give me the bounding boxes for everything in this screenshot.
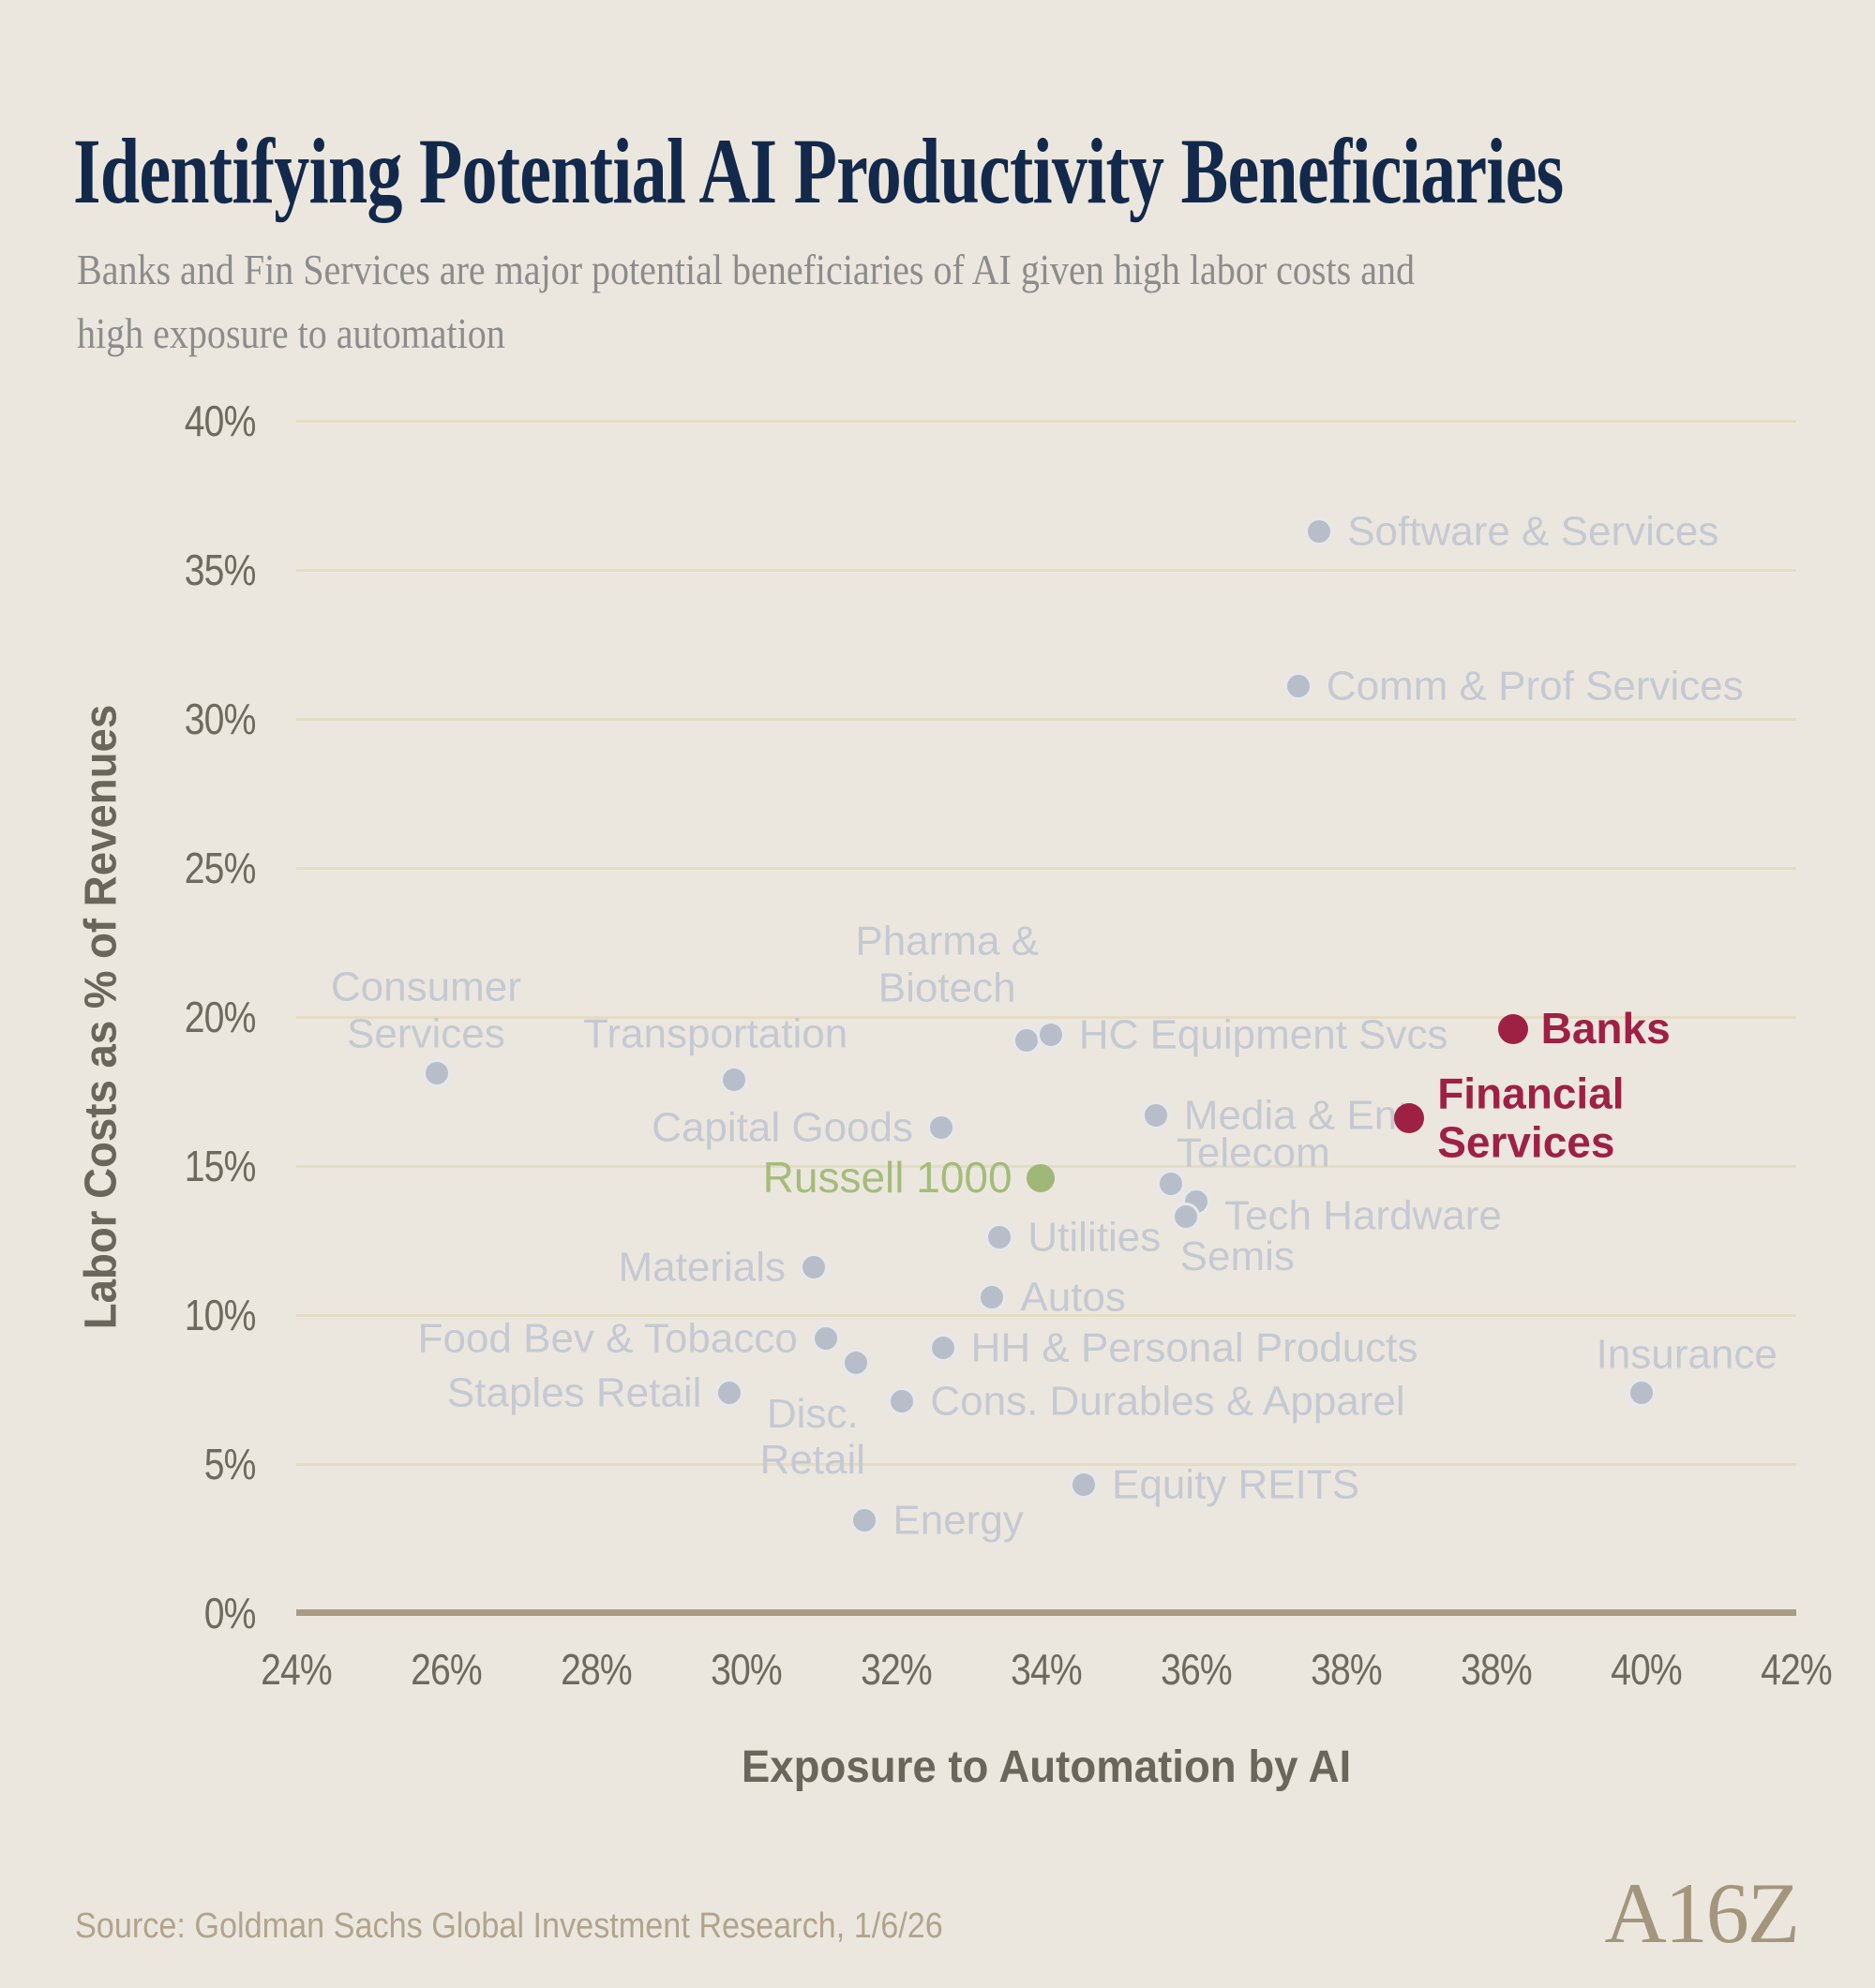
- point-label-hh-personal-products: HH & Personal Products: [970, 1324, 1418, 1371]
- y-tick-35: 35%: [184, 546, 257, 594]
- point-label-telecom: Telecom: [1176, 1129, 1330, 1176]
- point-label-russell-1000: Russell 1000: [762, 1152, 1012, 1202]
- data-point-autos: [978, 1282, 1007, 1311]
- point-label-comm-prof-services: Comm & Prof Services: [1326, 663, 1744, 710]
- point-label-energy: Energy: [892, 1497, 1024, 1544]
- data-point-insurance: [1628, 1378, 1657, 1407]
- gridline-0: [296, 1609, 1796, 1616]
- gridline-35: [296, 568, 1796, 572]
- x-tick-3-30: 30%: [711, 1645, 783, 1694]
- data-point-semis: [1171, 1203, 1200, 1232]
- data-point-comm-prof-services: [1283, 672, 1312, 701]
- point-label-materials: Materials: [618, 1244, 787, 1291]
- data-point-hh-personal-products: [928, 1333, 957, 1362]
- chart-title: Identifying Potential AI Productivity Be…: [73, 119, 1564, 223]
- gridline-10: [296, 1313, 1796, 1317]
- y-tick-20: 20%: [184, 993, 257, 1041]
- scatter-plot-area: Software & Services Comm & Prof Services C…: [296, 419, 1796, 1616]
- data-point-financial-services: [1394, 1103, 1425, 1134]
- x-tick-6-36: 36%: [1161, 1645, 1233, 1694]
- data-point-materials: [800, 1253, 828, 1282]
- x-tick-4-32: 32%: [861, 1645, 933, 1694]
- point-label-staples-retail: Staples Retail: [446, 1369, 702, 1416]
- data-point-food-bev-tobacco: [811, 1324, 840, 1353]
- y-tick-15: 15%: [184, 1142, 257, 1190]
- x-tick-0-24: 24%: [261, 1645, 333, 1694]
- x-tick-8-38: 38%: [1461, 1645, 1533, 1694]
- data-point-disc-retail: [841, 1348, 870, 1377]
- point-label-disc-retail: Disc. Retail: [759, 1390, 866, 1484]
- point-label-equity-reits: Equity REITS: [1112, 1461, 1360, 1508]
- data-point-consumer-services: [423, 1059, 452, 1088]
- gridline-25: [296, 866, 1796, 870]
- data-point-hc-equipment-svcs: [1036, 1021, 1065, 1050]
- point-label-utilities: Utilities: [1028, 1214, 1162, 1261]
- x-tick-10-42: 42%: [1761, 1645, 1833, 1694]
- point-label-banks: Banks: [1540, 1003, 1671, 1053]
- y-tick-0: 0%: [203, 1589, 257, 1637]
- a16z-logo: A16Z: [1604, 1865, 1800, 1961]
- data-point-media-ent: [1141, 1100, 1170, 1129]
- point-label-semis: Semis: [1179, 1233, 1295, 1280]
- data-point-capital-goods: [927, 1113, 955, 1142]
- y-tick-30: 30%: [184, 695, 257, 743]
- point-label-capital-goods: Capital Goods: [652, 1104, 913, 1151]
- chart-subtitle: Banks and Fin Services are major potenti…: [77, 246, 1415, 358]
- data-point-utilities: [985, 1223, 1014, 1252]
- point-label-financial-services: Financial Services: [1437, 1069, 1625, 1167]
- data-point-equity-reits: [1070, 1471, 1098, 1500]
- gridline-40: [296, 419, 1796, 423]
- x-tick-9-40: 40%: [1611, 1645, 1683, 1694]
- point-label-hc-equipment-svcs: HC Equipment Svcs: [1078, 1011, 1448, 1058]
- x-tick-5-34: 34%: [1011, 1645, 1083, 1694]
- gridline-5: [296, 1462, 1796, 1466]
- source-note: Source: Goldman Sachs Global Investment …: [75, 1906, 943, 1946]
- x-tick-7-38: 38%: [1311, 1645, 1383, 1694]
- y-tick-40: 40%: [184, 396, 257, 445]
- data-point-transportation: [720, 1065, 749, 1094]
- y-tick-5: 5%: [203, 1440, 257, 1488]
- point-label-consumer-services: Consumer Services: [330, 964, 521, 1057]
- point-label-tech-hardware: Tech Hardware: [1224, 1192, 1502, 1239]
- point-label-food-bev-tobacco: Food Bev & Tobacco: [417, 1315, 798, 1362]
- x-axis-title: Exposure to Automation by AI: [741, 1742, 1352, 1792]
- data-point-telecom: [1156, 1170, 1185, 1199]
- data-point-banks: [1497, 1013, 1528, 1044]
- point-label-insurance: Insurance: [1596, 1331, 1778, 1378]
- point-label-autos: Autos: [1020, 1274, 1126, 1321]
- data-point-software-services: [1305, 516, 1334, 546]
- point-label-transportation: Transportation: [583, 1010, 848, 1057]
- point-label-cons-durables-apparel: Cons. Durables & Apparel: [930, 1378, 1405, 1425]
- point-label-pharma-biotech: Pharma & Biotech: [855, 918, 1040, 1011]
- y-tick-10: 10%: [184, 1291, 257, 1339]
- x-tick-2-28: 28%: [561, 1645, 633, 1694]
- gridline-30: [296, 717, 1796, 721]
- gridline-20: [296, 1015, 1796, 1019]
- data-point-energy: [850, 1506, 879, 1535]
- data-point-staples-retail: [715, 1378, 744, 1407]
- y-tick-25: 25%: [184, 844, 257, 892]
- data-point-cons-durables-apparel: [888, 1387, 917, 1416]
- x-tick-1-26: 26%: [411, 1645, 483, 1694]
- point-label-software-services: Software & Services: [1347, 508, 1719, 555]
- data-point-russell-1000: [1026, 1163, 1055, 1192]
